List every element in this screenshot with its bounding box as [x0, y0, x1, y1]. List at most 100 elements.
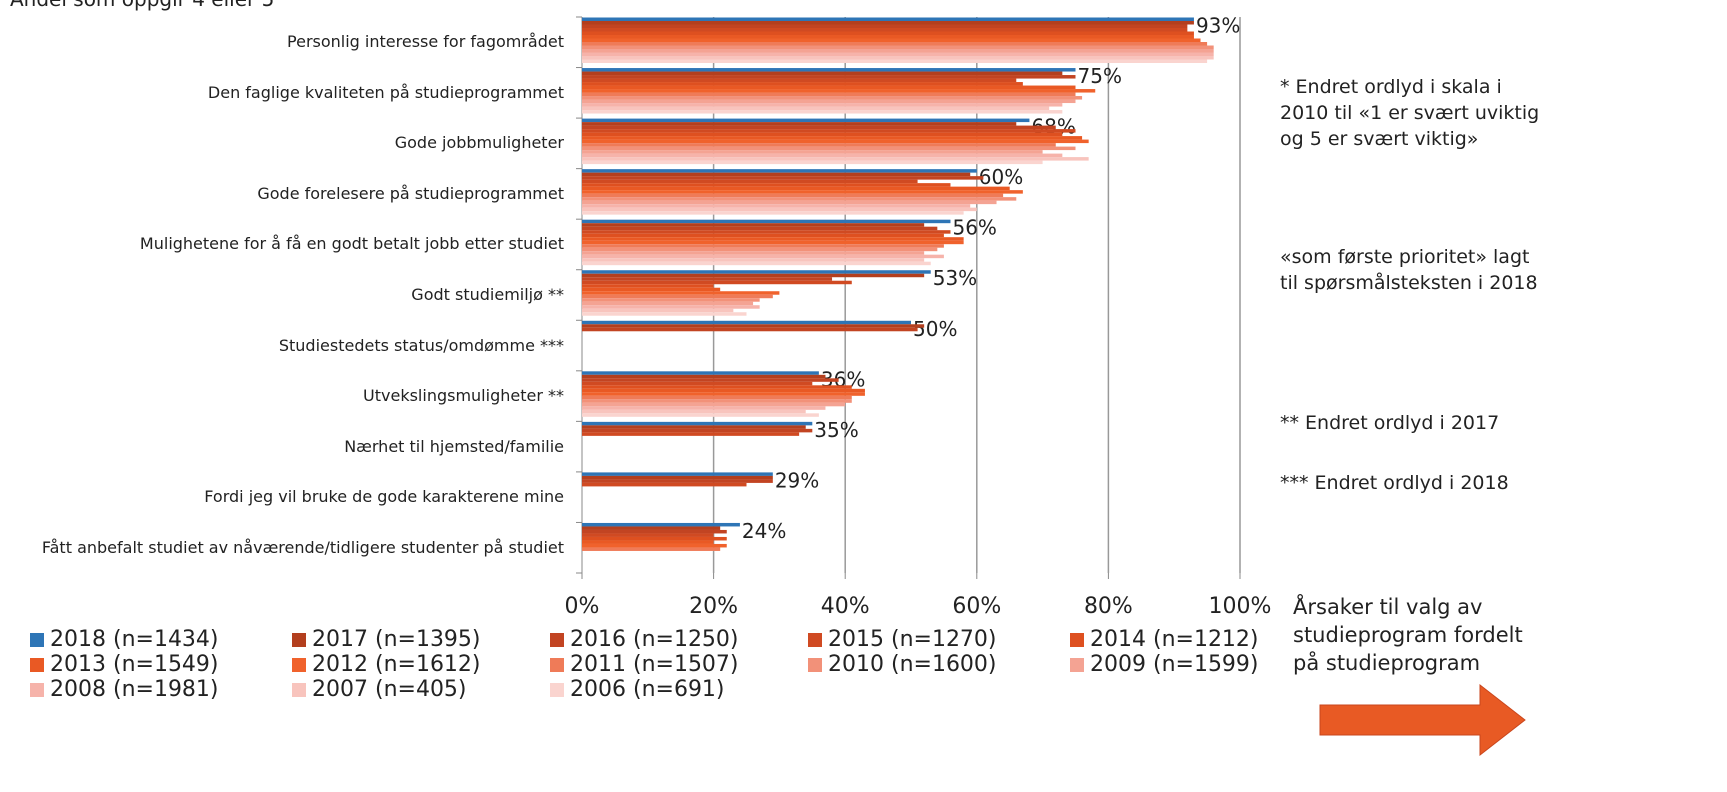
bar: [582, 223, 925, 227]
bar: [582, 308, 734, 313]
y-tick-label: Mulighetene for å få en godt betalt jobb…: [139, 234, 564, 254]
legend-swatch: [808, 658, 822, 672]
data-label: 56%: [952, 216, 996, 240]
note: ** Endret ordlyd i 2017: [1280, 412, 1500, 434]
data-label: 53%: [933, 266, 977, 290]
bar: [582, 240, 964, 245]
bar: [582, 294, 773, 299]
bar: [582, 78, 1017, 83]
bar: [582, 204, 971, 208]
legend-swatch: [30, 683, 44, 697]
legend-label: 2018 (n=1434): [50, 627, 219, 652]
bar: [582, 395, 852, 400]
bar: [582, 324, 925, 328]
bar: [582, 183, 951, 187]
x-tick-label: 100%: [1209, 594, 1272, 619]
bar: [582, 378, 839, 382]
bar: [582, 327, 918, 332]
bar: [582, 482, 747, 487]
bar: [582, 547, 721, 551]
bar: [582, 374, 826, 379]
y-tick-label: Studiestedets status/omdømme ***: [278, 335, 564, 355]
bar: [582, 143, 1056, 147]
bar: [582, 176, 984, 180]
bar: [582, 96, 1083, 100]
bar: [582, 230, 951, 234]
data-label: 60%: [979, 165, 1023, 189]
bar: [582, 157, 1089, 161]
title: Andel som oppgir 4 eller 5: [10, 0, 274, 11]
bar: [582, 432, 800, 436]
bar: [582, 237, 964, 241]
bar: [582, 320, 911, 325]
bar: [582, 211, 964, 215]
bar: [582, 413, 819, 417]
bar: [582, 529, 727, 534]
bar: [582, 287, 721, 292]
bar: [582, 284, 714, 288]
bar: [582, 118, 1030, 123]
legend-label: 2016 (n=1250): [570, 627, 739, 652]
bar: [582, 543, 727, 548]
bar: [582, 193, 1004, 198]
legend-swatch: [550, 683, 564, 697]
x-tick-label: 0%: [565, 594, 600, 619]
bar: [582, 197, 1017, 201]
bar: [582, 31, 1194, 35]
bar: [582, 273, 925, 278]
data-label: 29%: [775, 468, 819, 492]
bar: [582, 200, 997, 205]
y-tick-label: Godt studiemiljø **: [411, 285, 564, 304]
bar: [582, 219, 951, 224]
y-tick-label: Den faglige kvaliteten på studieprogramm…: [207, 82, 564, 102]
bar: [582, 233, 944, 238]
legend-swatch: [550, 633, 564, 647]
legend-label: 2007 (n=405): [312, 677, 467, 702]
bar: [582, 247, 938, 252]
bar: [582, 190, 1023, 194]
bar: [582, 35, 1194, 39]
x-tick-label: 40%: [821, 594, 870, 619]
bar: [582, 132, 1063, 137]
bar: [582, 28, 1188, 32]
bar: [582, 301, 754, 306]
legend-label: 2014 (n=1212): [1090, 627, 1259, 652]
bar: [582, 421, 813, 426]
bar: [582, 179, 918, 184]
bar: [582, 103, 1063, 107]
bar: [582, 59, 1208, 63]
bar: [582, 169, 977, 173]
bar: [582, 106, 1050, 111]
y-tick-label: Personlig interesse for fagområdet: [287, 32, 564, 52]
legend-swatch: [30, 633, 44, 647]
bar: [582, 381, 813, 386]
note: *** Endret ordlyd i 2018: [1280, 472, 1509, 494]
y-tick-label: Fordi jeg vil bruke de gode karakterene …: [204, 487, 564, 507]
note: * Endret ordlyd i skala i 2010 til «1 er…: [1280, 76, 1540, 150]
bar: [582, 402, 846, 407]
data-label: 93%: [1196, 14, 1240, 38]
legend-swatch: [292, 633, 306, 647]
legend-label: 2017 (n=1395): [312, 627, 481, 652]
bar: [582, 533, 714, 537]
x-tick-label: 80%: [1084, 594, 1133, 619]
arrow: [1319, 683, 1526, 757]
note: «som første prioritet» lagt til spørsmål…: [1280, 246, 1538, 294]
bar: [582, 475, 773, 480]
data-label: 75%: [1078, 64, 1122, 88]
data-label: 35%: [814, 418, 858, 442]
legend-swatch: [550, 658, 564, 672]
bar: [582, 409, 806, 414]
legend-swatch: [292, 683, 306, 697]
bar: [582, 522, 740, 527]
bar: [582, 312, 747, 316]
caption: Årsaker til valg av studieprogram fordel…: [1293, 595, 1523, 675]
y-tick-label: Fått anbefalt studiet av nåværende/tidli…: [41, 537, 564, 557]
bar: [582, 89, 1096, 93]
bar: [582, 17, 1194, 21]
x-tick-label: 60%: [952, 594, 1001, 619]
bar: [582, 146, 1076, 151]
bar: [582, 399, 852, 403]
bar: [582, 68, 1076, 72]
